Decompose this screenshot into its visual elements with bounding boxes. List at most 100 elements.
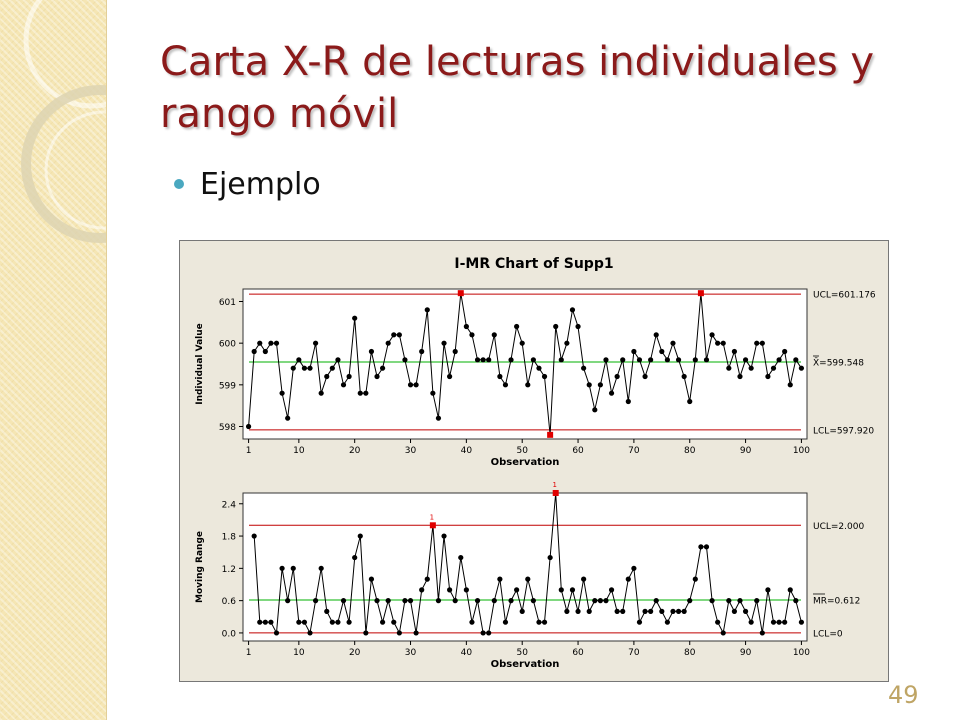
data-point: [290, 365, 296, 371]
data-point: [687, 598, 693, 604]
data-point: [737, 598, 743, 604]
data-point: [798, 619, 805, 625]
data-point: [759, 630, 765, 636]
series-line: [248, 293, 802, 435]
data-point: [279, 565, 285, 571]
out-of-control-point: [697, 290, 704, 297]
x-tick-label: 80: [684, 648, 696, 658]
data-point: [458, 554, 464, 561]
data-point: [296, 619, 302, 625]
data-point: [301, 365, 308, 371]
data-point: [597, 382, 603, 388]
moving-range-panel: 0.0 0.6 1.2 1.8 2.4 1 10 20 30 40 50 60 70 80 90 100 Obs…: [195, 481, 864, 670]
data-point: [653, 332, 659, 338]
data-point: [380, 619, 386, 625]
control-line-label: X̄=599.548: [813, 357, 864, 369]
data-point: [491, 598, 497, 604]
data-point: [709, 332, 715, 338]
x-tick-label: 40: [461, 648, 473, 658]
data-point: [486, 357, 492, 363]
data-point: [625, 398, 631, 405]
data-point: [698, 544, 704, 550]
data-point: [329, 365, 335, 371]
data-point: [541, 619, 548, 625]
data-point: [681, 608, 687, 614]
data-point: [731, 608, 738, 614]
decorative-rings: [21, 0, 106, 243]
data-point: [742, 608, 749, 614]
data-point: [675, 357, 682, 363]
data-point: [664, 619, 670, 625]
data-point: [530, 357, 536, 363]
data-point: [452, 348, 458, 355]
data-point: [564, 340, 570, 346]
data-point: [636, 357, 643, 363]
data-point: [715, 619, 721, 625]
data-point: [312, 340, 319, 346]
data-point: [525, 576, 531, 582]
data-point: [770, 619, 777, 625]
data-point: [441, 533, 447, 539]
data-point: [340, 382, 347, 388]
data-point: [782, 348, 788, 355]
data-point: [547, 554, 553, 561]
y-tick-label: 1.2: [222, 565, 236, 575]
data-point: [435, 415, 442, 421]
data-point: [703, 357, 710, 363]
data-point: [497, 576, 503, 582]
data-point: [793, 598, 799, 604]
data-point: [318, 565, 324, 571]
x-tick-label: 70: [628, 446, 640, 456]
data-point: [312, 598, 319, 604]
data-point: [385, 598, 391, 604]
data-point: [597, 598, 603, 604]
data-point: [251, 533, 257, 539]
data-point: [346, 373, 352, 380]
data-point: [502, 382, 509, 388]
chart-figure-title: I-MR Chart of Supp1: [454, 256, 613, 272]
data-point: [569, 307, 576, 313]
data-point: [413, 382, 419, 388]
data-point: [396, 630, 402, 636]
data-point: [625, 576, 631, 582]
page-number: 49: [888, 681, 919, 709]
data-point: [575, 608, 581, 614]
data-point: [720, 340, 726, 346]
data-point: [787, 587, 793, 593]
flag-label: 1: [552, 481, 556, 489]
data-point: [642, 373, 648, 380]
data-point: [659, 348, 665, 355]
data-point: [754, 340, 760, 346]
control-line-label: MR=0.612: [813, 596, 860, 606]
data-point: [290, 565, 296, 571]
data-point: [268, 340, 274, 346]
data-point: [329, 619, 335, 625]
y-tick-label: 600: [219, 340, 236, 350]
data-point: [385, 340, 391, 346]
data-point: [307, 630, 313, 636]
x-tick-label: 70: [628, 648, 640, 658]
data-point: [614, 373, 620, 380]
data-point: [670, 608, 676, 614]
data-point: [793, 357, 799, 363]
data-point: [463, 323, 469, 330]
data-point: [664, 357, 670, 363]
data-point: [586, 382, 592, 388]
x-tick-label: 10: [293, 648, 305, 658]
plot-area: [242, 492, 808, 642]
data-point: [720, 630, 726, 636]
data-point: [402, 357, 408, 363]
data-point: [530, 598, 536, 604]
data-point: [491, 332, 497, 338]
out-of-control-point: [547, 431, 554, 438]
data-point: [759, 340, 765, 346]
out-of-control-point: [552, 490, 559, 496]
y-tick-label: 601: [219, 298, 236, 308]
data-point: [620, 608, 626, 614]
data-point: [787, 382, 793, 388]
data-point: [648, 357, 654, 363]
data-point: [285, 598, 291, 604]
data-point: [430, 390, 436, 396]
data-point: [687, 398, 693, 405]
